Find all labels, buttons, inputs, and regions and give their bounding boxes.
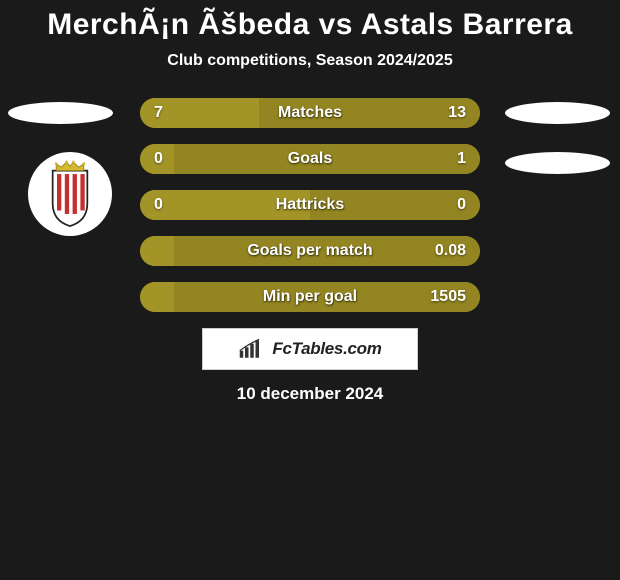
stat-label: Min per goal (140, 282, 480, 312)
stat-value-right: 1 (457, 144, 466, 174)
stat-value-right: 13 (448, 98, 466, 128)
stat-value-right: 0.08 (435, 236, 466, 266)
date-line: 10 december 2024 (0, 384, 620, 404)
stat-row: Hattricks0 0 (140, 190, 480, 220)
bar-chart-icon (238, 338, 266, 360)
stat-label: Goals per match (140, 236, 480, 266)
stat-label: Hattricks (140, 190, 480, 220)
stat-label: Matches (140, 98, 480, 128)
stat-row: Min per goal1505 (140, 282, 480, 312)
page-title: MerchÃ¡n Ãšbeda vs Astals Barrera (0, 8, 620, 42)
stats-list: Matches713Goals01Hattricks00Goals per ma… (140, 98, 480, 312)
brand-text: FcTables.com (272, 339, 381, 359)
stat-row: Goals0 1 (140, 144, 480, 174)
stat-value-right: 0 (457, 190, 466, 220)
placeholder-badge-left (8, 102, 113, 124)
placeholder-badge-right-1 (505, 102, 610, 124)
stat-value-left: 7 (154, 98, 163, 128)
stat-row: Matches7 13 (140, 98, 480, 128)
placeholder-badge-right-2 (505, 152, 610, 174)
infographic-container: MerchÃ¡n Ãšbeda vs Astals Barrera Club c… (0, 0, 620, 404)
crest-icon (44, 160, 96, 228)
stat-value-left: 0 (154, 190, 163, 220)
stat-value-left: 0 (154, 144, 163, 174)
club-crest (28, 152, 112, 236)
stat-row: Goals per match0.08 (140, 236, 480, 266)
stat-value-right: 1505 (430, 282, 466, 312)
brand-box: FcTables.com (202, 328, 418, 370)
subtitle: Club competitions, Season 2024/2025 (0, 52, 620, 70)
stat-label: Goals (140, 144, 480, 174)
content-area: Matches713Goals01Hattricks00Goals per ma… (0, 98, 620, 404)
